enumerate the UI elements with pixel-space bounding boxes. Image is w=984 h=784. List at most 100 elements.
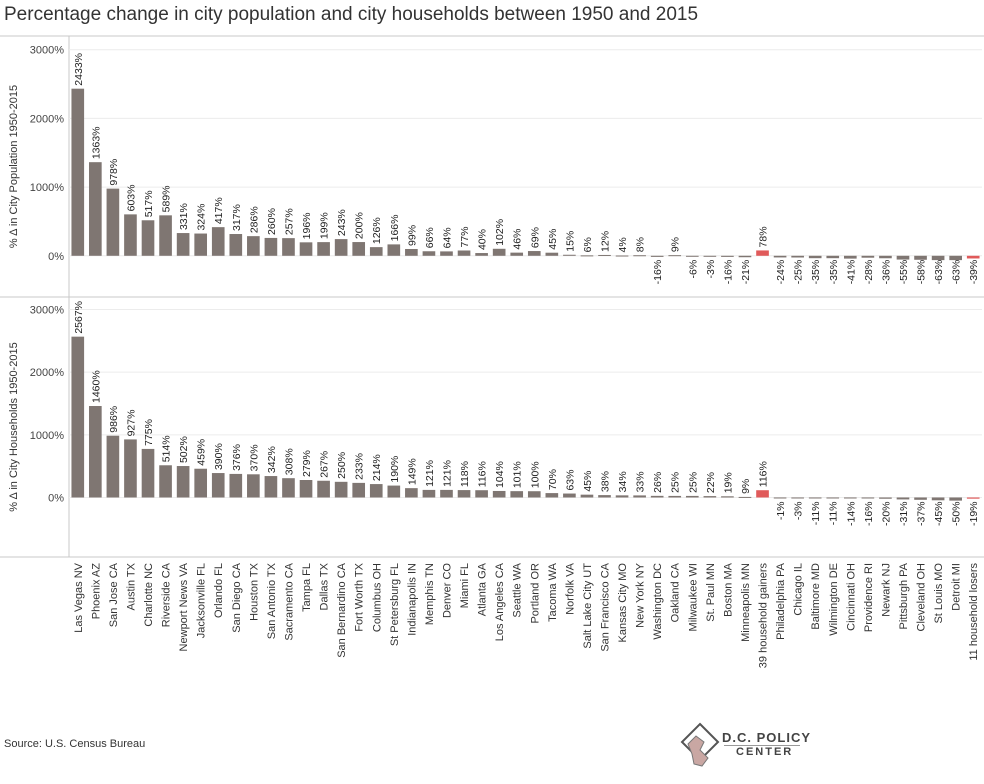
y-tick-label: 2000% — [30, 367, 64, 379]
data-label: 2567% — [73, 301, 85, 334]
bar-detroit-mi — [949, 497, 962, 501]
x-tick-label: Los Angeles CA — [494, 562, 506, 641]
x-tick-label: Phoenix AZ — [90, 563, 102, 620]
x-tick-label: Riverside CA — [161, 562, 173, 627]
bar-milwaukee-wi — [685, 495, 699, 498]
bar-charlotte-nc — [141, 448, 155, 498]
x-tick-label: Newark NJ — [880, 563, 892, 617]
data-label: 34% — [617, 471, 629, 492]
bar-indianapolis-in — [405, 248, 418, 256]
bar-atlanta-ga — [475, 490, 488, 498]
data-label: 38% — [600, 471, 612, 492]
data-label: -39% — [968, 260, 980, 285]
bar-charlotte-nc — [141, 220, 155, 256]
bar-providence-ri — [861, 255, 875, 258]
data-label: 101% — [512, 461, 524, 488]
data-label: 417% — [213, 197, 225, 224]
data-label: 102% — [494, 219, 506, 246]
y-tick-label: 2000% — [30, 113, 64, 125]
data-label: 502% — [178, 436, 190, 463]
bar-dallas-tx — [317, 242, 330, 256]
bar-baltimore-md — [808, 255, 822, 259]
data-label: -31% — [898, 501, 910, 526]
data-label: 8% — [635, 237, 647, 252]
data-label: 279% — [301, 450, 313, 477]
data-label: -20% — [880, 501, 892, 526]
x-tick-label: Cleveland OH — [916, 563, 928, 632]
bar-kansas-city-mo — [615, 495, 629, 498]
x-tick-label: Oakland CA — [670, 562, 682, 622]
data-label: 257% — [283, 208, 295, 235]
bar-pittsburgh-pa — [896, 255, 910, 260]
bar-boston-ma — [721, 255, 734, 257]
bar-san-diego-ca — [229, 234, 243, 256]
bar-oakland-ca — [668, 255, 682, 257]
bar-detroit-mi — [949, 255, 962, 261]
x-tick-label: Salt Lake City UT — [582, 563, 594, 649]
data-label: 77% — [459, 226, 471, 247]
bar-riverside-ca — [159, 215, 172, 256]
bar-san-jose-ca — [106, 188, 120, 256]
data-label: 775% — [143, 419, 155, 446]
bar-sacramento-ca — [282, 238, 295, 256]
data-label: -36% — [880, 260, 892, 285]
data-label: 9% — [740, 479, 752, 494]
data-label: -3% — [705, 260, 717, 279]
x-tick-label: Orlando FL — [213, 563, 225, 618]
x-tick-label: Charlotte NC — [143, 563, 155, 627]
x-tick-label: San Francisco CA — [600, 562, 612, 651]
x-tick-label: St Louis MO — [933, 563, 945, 624]
data-label: 308% — [283, 448, 295, 475]
bar-st-paul-mn — [703, 255, 717, 257]
data-label: 40% — [477, 229, 489, 250]
data-label: 69% — [529, 227, 541, 248]
x-tick-label: Tacoma WA — [547, 562, 559, 622]
data-label: 121% — [424, 460, 436, 487]
bar-denver-co — [440, 251, 453, 256]
data-label: 126% — [371, 217, 383, 244]
bar-milwaukee-wi — [685, 255, 699, 257]
bar-houston-tx — [247, 236, 260, 256]
x-tick-label: Chicago IL — [793, 563, 805, 616]
data-label: 149% — [406, 458, 418, 485]
data-label: 978% — [108, 159, 120, 186]
bar-san-antonio-tx — [264, 237, 278, 256]
data-label: 390% — [213, 443, 225, 470]
x-tick-label: Portland OR — [529, 563, 541, 624]
data-label: 4% — [617, 237, 629, 252]
bar-11-household-losers — [966, 497, 980, 499]
data-label: 331% — [178, 203, 190, 230]
data-label: 45% — [547, 229, 559, 250]
bar-chicago-il — [791, 497, 804, 499]
data-label: 459% — [196, 439, 208, 466]
logo-rule — [724, 745, 800, 746]
data-label: 250% — [336, 452, 348, 479]
data-label: -41% — [845, 260, 857, 285]
bar-baltimore-md — [808, 497, 822, 499]
dc-policy-center-logo: D.C. POLICY CENTER — [676, 718, 816, 774]
data-label: -11% — [828, 501, 840, 525]
bar-houston-tx — [247, 474, 260, 498]
y-tick-label: 1000% — [30, 430, 64, 442]
bar-boston-ma — [721, 496, 734, 498]
x-tick-label: San Jose CA — [108, 562, 120, 627]
bar-kansas-city-mo — [615, 255, 629, 257]
data-label: 121% — [441, 460, 453, 487]
data-label: -25% — [793, 260, 805, 285]
bar-st-paul-mn — [703, 496, 717, 498]
data-label: -16% — [722, 260, 734, 285]
bar-new-york-ny — [633, 255, 646, 257]
bar-minneapolis-mn — [738, 255, 752, 258]
x-tick-label: Kansas City MO — [617, 563, 629, 643]
x-tick-label: Tampa FL — [301, 563, 313, 612]
data-label: -24% — [775, 260, 787, 285]
x-tick-label: Columbus OH — [371, 563, 383, 632]
bar-wilmington-de — [826, 255, 840, 259]
data-label: -1% — [775, 501, 787, 520]
y-tick-label: 0% — [48, 492, 64, 504]
data-label: 63% — [564, 470, 576, 491]
data-label: 1460% — [90, 370, 102, 403]
bar-los-angeles-ca — [492, 248, 506, 256]
data-label: 25% — [687, 472, 699, 493]
